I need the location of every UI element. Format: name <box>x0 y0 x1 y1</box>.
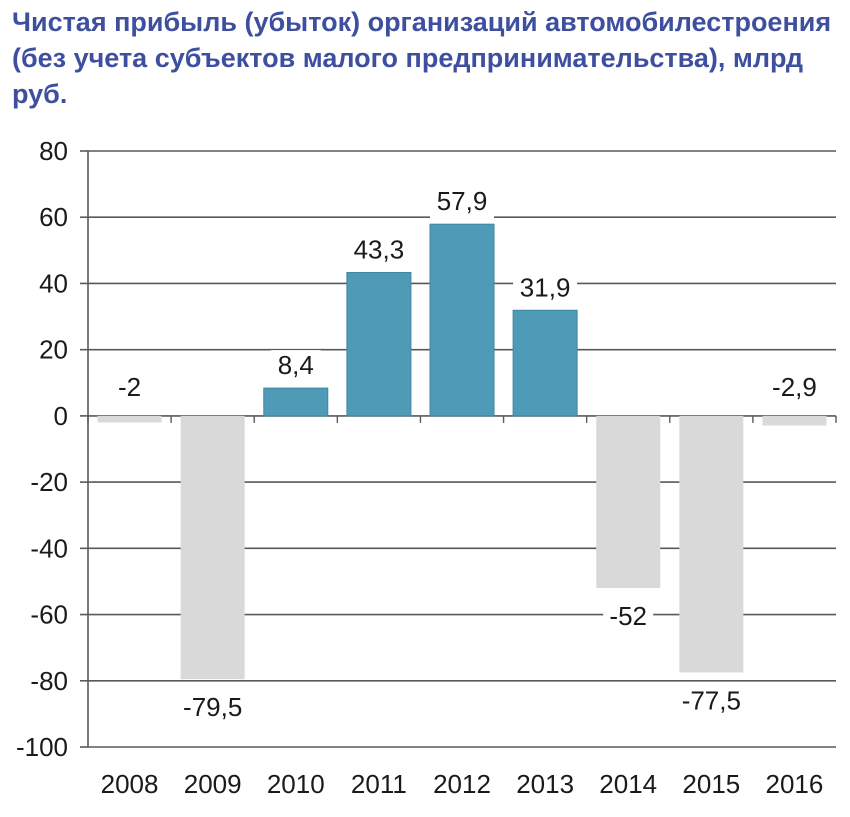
x-tick-label-2013: 2013 <box>516 769 574 799</box>
data-label-2013: 31,9 <box>520 272 571 302</box>
x-tick-label-2010: 2010 <box>267 769 325 799</box>
data-label-2008: -2 <box>118 372 141 402</box>
data-label-2015: -77,5 <box>682 686 741 716</box>
bar-2014 <box>596 415 661 589</box>
data-label-background <box>603 601 654 634</box>
y-tick-label: 20 <box>39 335 68 365</box>
data-label-background <box>672 685 751 718</box>
data-labels: -2 -79,5 8,4 43,3 57,9 31,9 -52 -77,5 -2,9 <box>111 186 827 725</box>
bar-2016 <box>762 415 827 426</box>
y-tick-label: -60 <box>30 600 68 630</box>
x-tick-label-2008: 2008 <box>101 769 159 799</box>
data-label-2010: 8,4 <box>278 350 314 380</box>
bar-2010 <box>263 387 329 417</box>
data-label-background <box>762 371 827 404</box>
y-tick-label: 80 <box>39 136 68 166</box>
bars <box>97 223 827 680</box>
y-tick-label: 0 <box>54 401 68 431</box>
bar-2009 <box>180 415 245 680</box>
y-tick-label: 40 <box>39 268 68 298</box>
y-tick-label: -80 <box>30 666 68 696</box>
data-label-2016: -2,9 <box>772 372 817 402</box>
bar-2013 <box>512 309 578 417</box>
data-label-background <box>270 350 321 383</box>
chart-title: Чистая прибыль (убыток) организаций авто… <box>12 7 832 109</box>
y-tick-label: -100 <box>16 732 68 762</box>
x-tick-label-2009: 2009 <box>184 769 242 799</box>
bar-2012 <box>429 223 495 417</box>
data-label-background <box>430 186 494 219</box>
y-tick-label: 60 <box>39 202 68 232</box>
data-label-background <box>346 234 411 267</box>
bar-2008 <box>97 415 162 423</box>
x-tick-label-2014: 2014 <box>599 769 657 799</box>
data-label-2012: 57,9 <box>437 186 488 216</box>
bar-2015 <box>679 415 744 673</box>
bar-2011 <box>346 272 412 417</box>
x-tick-label-2016: 2016 <box>766 769 824 799</box>
data-label-2014: -52 <box>609 601 647 631</box>
y-tick-label: -40 <box>30 533 68 563</box>
data-label-2011: 43,3 <box>354 235 405 265</box>
data-label-background <box>111 371 148 404</box>
data-label-2009: -79,5 <box>183 692 242 722</box>
x-tick-label-2011: 2011 <box>351 769 407 799</box>
data-label-background <box>513 272 578 305</box>
axes: 80 60 40 20 0 -20 -40 -60 -80 -100 2008 2009 2010 201… <box>16 136 837 799</box>
x-tick-label-2015: 2015 <box>682 769 740 799</box>
data-label-background <box>173 692 252 725</box>
y-tick-label: -20 <box>30 467 68 497</box>
x-tick-label-2012: 2012 <box>433 769 491 799</box>
